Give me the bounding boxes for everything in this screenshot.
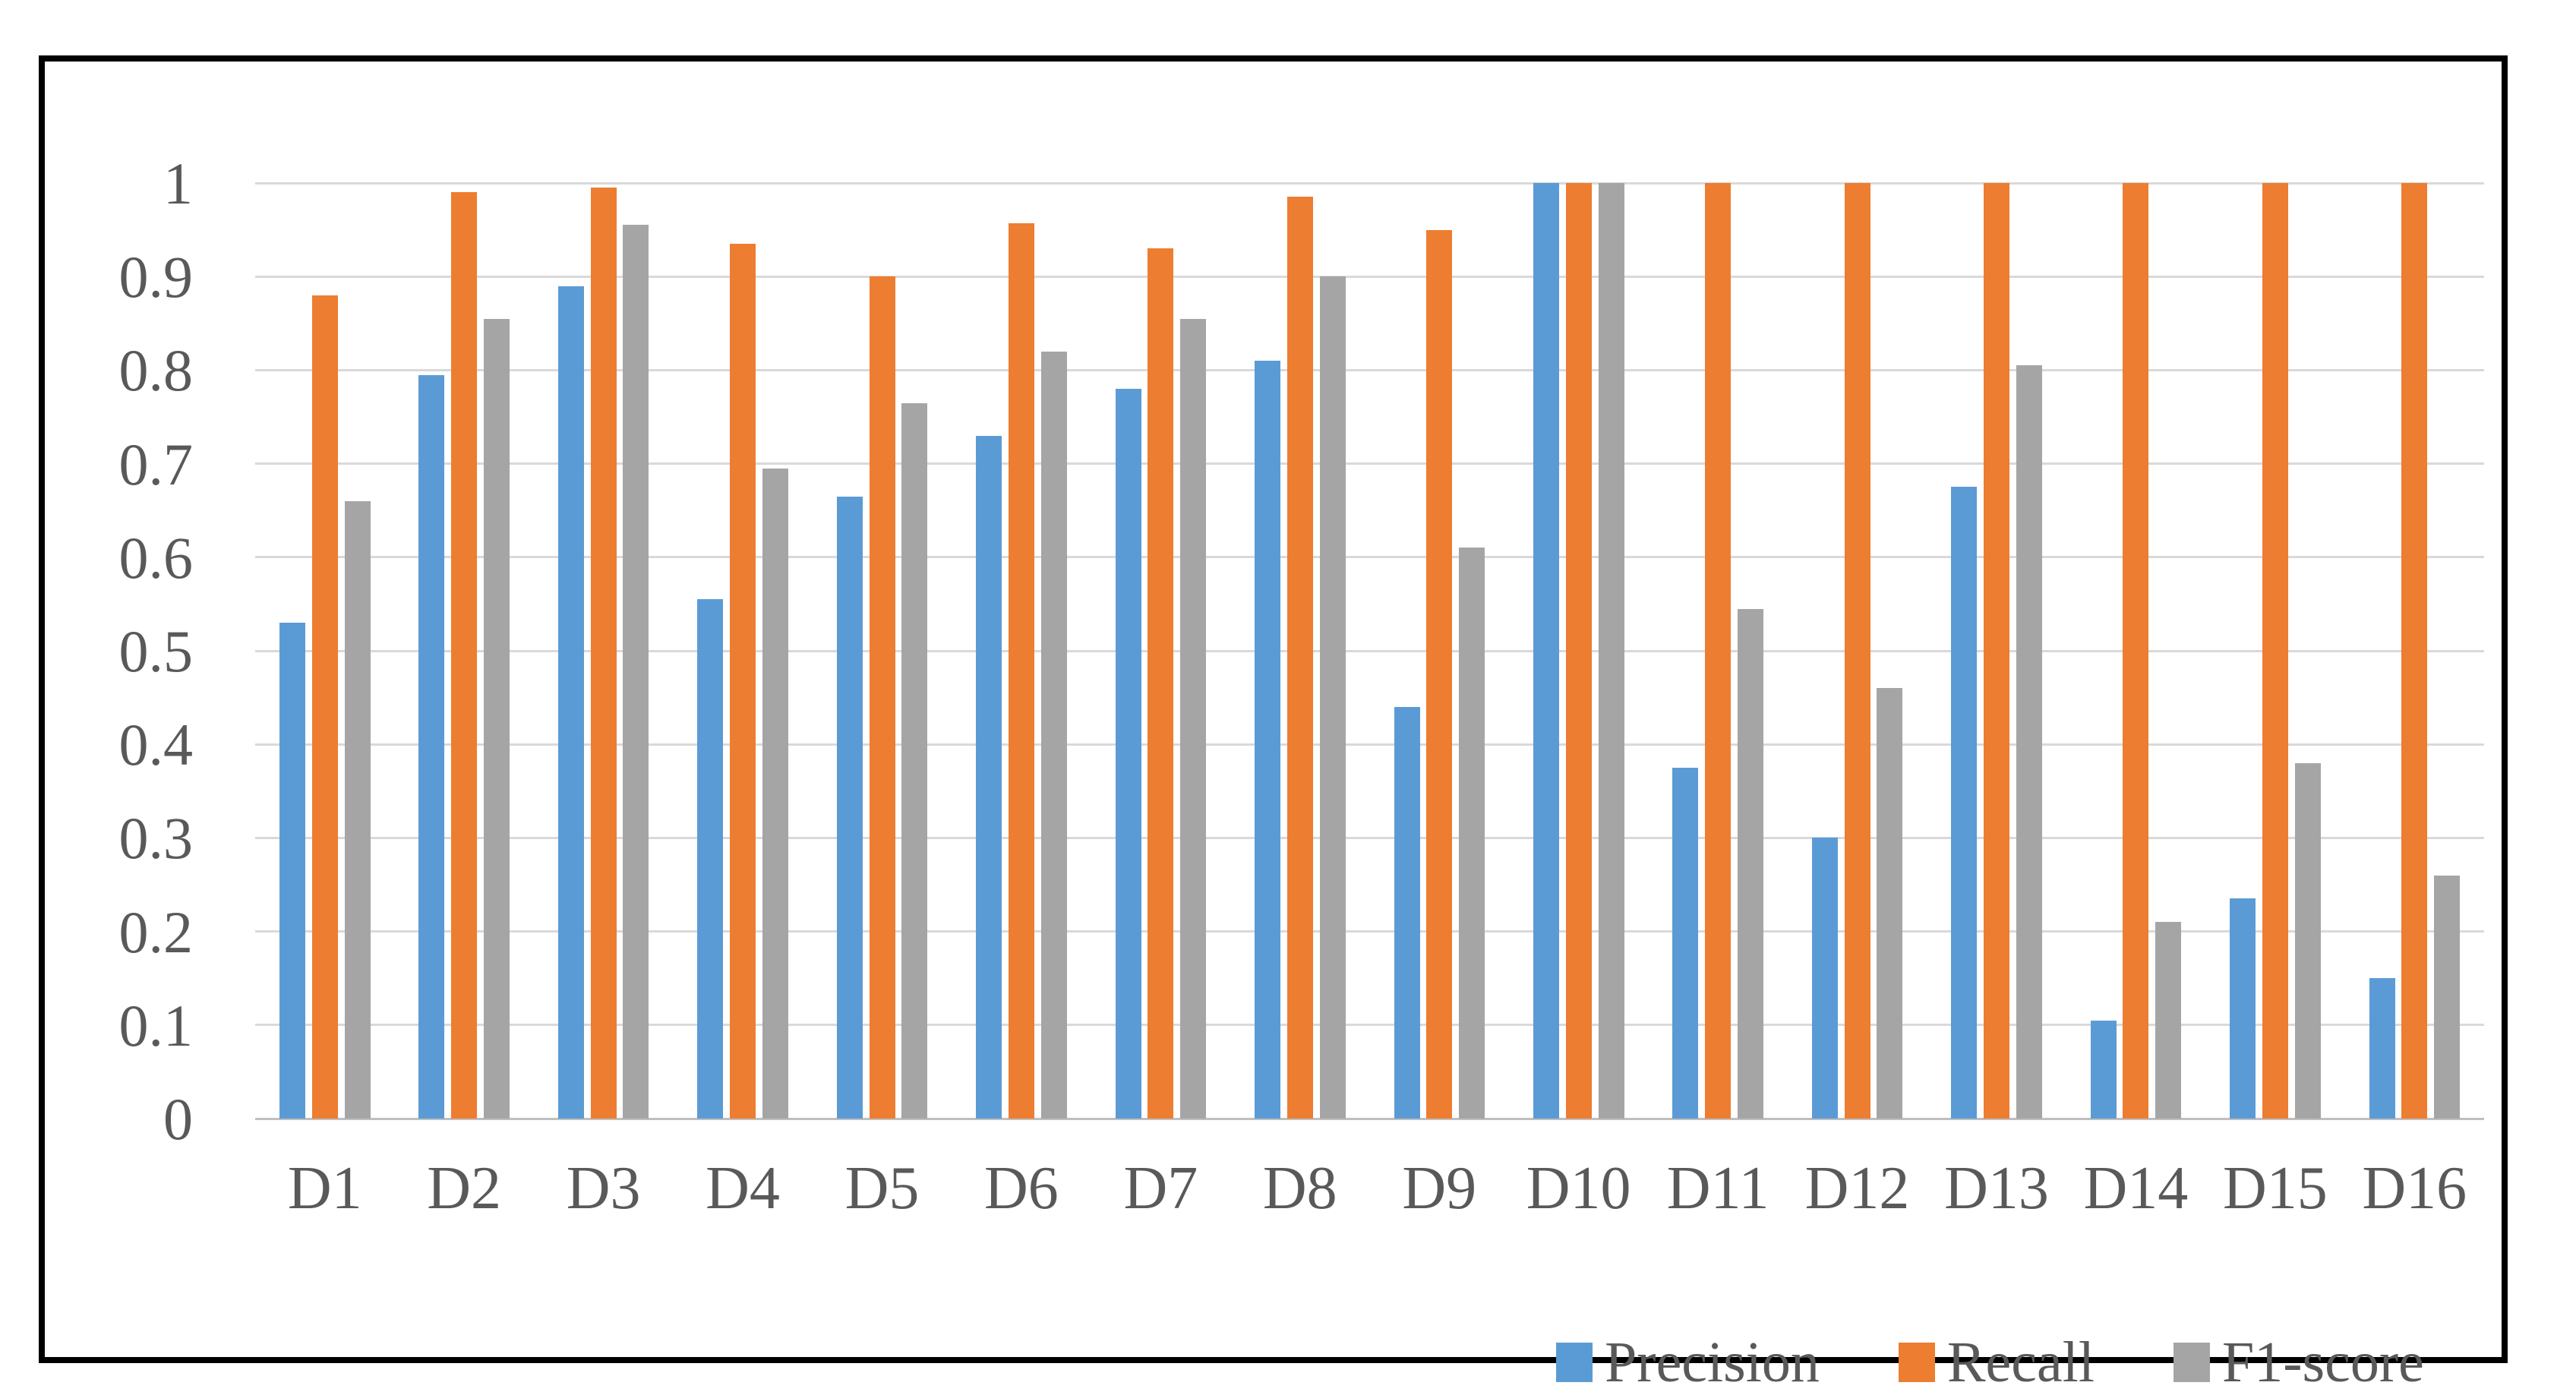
- bar-recall-d9: [1426, 229, 1453, 1119]
- bar-recall-d2: [451, 192, 478, 1119]
- x-category-label-d9: D9: [1402, 1155, 1477, 1222]
- bar-recall-d13: [1984, 183, 2010, 1119]
- bar-recall-d7: [1148, 248, 1174, 1119]
- x-category-label-d13: D13: [1944, 1155, 2049, 1222]
- bar-f1-score-d4: [762, 468, 788, 1119]
- chart-border: 1 0.9 0.8 0.7 0.6 0.5 0.4 0.3 0.2 0.1 0 D1 D2 D3 D4 D5…: [39, 55, 2508, 1391]
- gridline-1: [255, 181, 2484, 185]
- bar-precision-d14: [2090, 1020, 2117, 1119]
- x-category-label-d15: D15: [2222, 1155, 2328, 1222]
- x-category-label-d11: D11: [1666, 1155, 1769, 1222]
- x-category-label-d10: D10: [1526, 1155, 1631, 1222]
- bar-f1-score-d10: [1598, 183, 1624, 1119]
- bar-precision-d7: [1115, 389, 1141, 1119]
- bar-f1-score-d2: [484, 318, 510, 1119]
- y-tick-label-0.4: 0.4: [118, 712, 194, 778]
- bar-precision-d4: [697, 599, 724, 1119]
- y-tick-label-0.2: 0.2: [118, 898, 194, 965]
- gridline-0.9: [255, 275, 2484, 278]
- legend-item-precision: Precision: [1556, 1330, 1820, 1394]
- bar-precision-d3: [557, 286, 584, 1119]
- bar-precision-d10: [1533, 183, 1559, 1119]
- x-category-label-d2: D2: [427, 1155, 502, 1222]
- gridline-0.6: [255, 556, 2484, 559]
- bar-f1-score-d12: [1877, 688, 1903, 1119]
- x-category-label-d12: D12: [1804, 1155, 1910, 1222]
- y-tick-label-0.8: 0.8: [118, 337, 194, 404]
- bar-recall-d12: [1844, 183, 1870, 1119]
- bar-recall-d4: [730, 244, 756, 1119]
- bar-f1-score-d11: [1737, 608, 1763, 1119]
- bar-recall-d8: [1286, 197, 1313, 1119]
- y-tick-label-0.5: 0.5: [118, 618, 194, 684]
- bar-f1-score-d6: [1040, 351, 1067, 1119]
- bar-f1-score-d7: [1180, 318, 1207, 1119]
- bar-precision-d11: [1672, 768, 1699, 1119]
- bar-f1-score-d1: [344, 500, 371, 1119]
- bar-precision-d8: [1255, 361, 1281, 1119]
- y-tick-label-0.1: 0.1: [118, 992, 194, 1059]
- bar-f1-score-d14: [2155, 922, 2182, 1119]
- legend-swatch-f1-score: [2173, 1343, 2210, 1382]
- bar-recall-d5: [869, 276, 895, 1119]
- y-tick-label-0.3: 0.3: [118, 805, 194, 872]
- x-category-label-d1: D1: [287, 1155, 362, 1222]
- gridline-0.1: [255, 1024, 2484, 1027]
- bar-f1-score-d13: [2016, 365, 2042, 1119]
- bar-recall-d3: [590, 188, 617, 1119]
- bar-precision-d16: [2369, 978, 2395, 1119]
- bar-precision-d9: [1394, 706, 1420, 1119]
- gridline-0.7: [255, 462, 2484, 466]
- legend-label-recall: Recall: [1946, 1330, 2095, 1394]
- legend: Precision Recall F1-score: [1556, 1330, 2424, 1394]
- bar-recall-d6: [1008, 223, 1034, 1119]
- y-tick-label-0.6: 0.6: [118, 524, 194, 591]
- bar-f1-score-d5: [901, 402, 928, 1119]
- bar-f1-score-d3: [623, 225, 649, 1119]
- bar-precision-d6: [976, 435, 1002, 1119]
- x-category-label-d7: D7: [1123, 1155, 1198, 1222]
- x-category-label-d14: D14: [2083, 1155, 2189, 1222]
- bar-precision-d15: [2230, 898, 2256, 1119]
- legend-label-precision: Precision: [1605, 1330, 1820, 1394]
- bar-precision-d12: [1811, 838, 1838, 1119]
- bar-recall-d14: [2123, 183, 2149, 1119]
- x-axis-line: [255, 1117, 2484, 1120]
- bar-f1-score-d8: [1319, 276, 1346, 1119]
- legend-swatch-precision: [1556, 1343, 1593, 1382]
- bar-recall-d1: [311, 295, 338, 1119]
- x-category-label-d4: D4: [706, 1155, 780, 1222]
- gridline-0.5: [255, 649, 2484, 652]
- legend-item-f1-score: F1-score: [2173, 1330, 2424, 1394]
- bar-f1-score-d9: [1459, 548, 1485, 1119]
- bar-precision-d2: [418, 374, 445, 1119]
- x-category-label-d6: D6: [984, 1155, 1059, 1222]
- bar-recall-d15: [2262, 183, 2288, 1119]
- gridline-0.4: [255, 743, 2484, 746]
- legend-item-recall: Recall: [1898, 1330, 2095, 1394]
- bar-f1-score-d16: [2434, 875, 2461, 1119]
- x-category-label-d8: D8: [1262, 1155, 1337, 1222]
- y-tick-label-1: 1: [163, 150, 193, 216]
- x-category-label-d5: D5: [844, 1155, 920, 1222]
- x-category-label-d3: D3: [566, 1155, 641, 1222]
- plot-area: [255, 181, 2484, 1120]
- legend-swatch-recall: [1898, 1343, 1935, 1382]
- legend-label-f1-score: F1-score: [2221, 1330, 2424, 1394]
- y-tick-label-0.7: 0.7: [118, 431, 194, 497]
- y-tick-label-0.9: 0.9: [118, 244, 194, 311]
- gridline-0.3: [255, 836, 2484, 839]
- x-category-label-d16: D16: [2362, 1155, 2467, 1222]
- bar-precision-d1: [279, 623, 305, 1119]
- bar-recall-d16: [2401, 183, 2428, 1119]
- bar-precision-d5: [836, 496, 863, 1119]
- y-tick-label-0: 0: [163, 1086, 193, 1152]
- gridline-0.2: [255, 930, 2484, 933]
- gridline-0.8: [255, 368, 2484, 371]
- bar-recall-d11: [1705, 183, 1732, 1119]
- bar-recall-d10: [1565, 183, 1592, 1119]
- bar-precision-d13: [1951, 487, 1978, 1119]
- bar-f1-score-d15: [2294, 762, 2321, 1119]
